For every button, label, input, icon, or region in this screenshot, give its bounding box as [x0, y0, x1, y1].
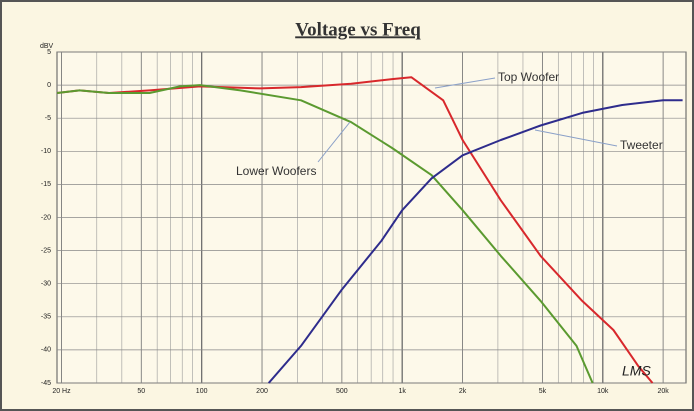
- y-axis-label: dBV: [40, 43, 54, 50]
- series-line: [56, 76, 654, 384]
- annotation-arrow: [434, 77, 496, 89]
- x-tick-label: 200: [256, 388, 268, 395]
- x-tick-label: 500: [336, 388, 348, 395]
- x-tick-label: 20 Hz: [52, 388, 71, 395]
- series-line: [56, 84, 594, 384]
- series-line: [267, 99, 683, 384]
- annotation: Lower Woofers: [236, 164, 316, 178]
- x-tick-label: 50: [137, 388, 145, 395]
- x-tick-label: 1k: [399, 388, 407, 395]
- y-tick-label: -35: [41, 314, 51, 321]
- y-tick-label: -30: [41, 281, 51, 288]
- signature: LMS: [622, 363, 651, 379]
- x-tick-label: 100: [196, 388, 208, 395]
- x-tick-label: 5k: [539, 388, 547, 395]
- chart-title: Voltage vs Freq: [295, 19, 421, 40]
- annotation: Tweeter: [620, 138, 663, 152]
- y-tick-label: 5: [47, 49, 51, 56]
- annotation: Top Woofer: [498, 70, 559, 84]
- y-tick-label: -25: [41, 247, 51, 254]
- y-tick-label: -40: [41, 347, 51, 354]
- y-tick-label: -15: [41, 181, 51, 188]
- x-tick-label: 10k: [597, 388, 609, 395]
- y-tick-label: -20: [41, 214, 51, 221]
- x-tick-label: 20k: [657, 388, 669, 395]
- y-tick-label: 0: [47, 82, 51, 89]
- annotation-arrow: [317, 121, 351, 163]
- y-tick-label: -10: [41, 148, 51, 155]
- y-tick-label: -45: [41, 380, 51, 387]
- annotation-arrow: [534, 129, 618, 147]
- y-tick-label: -5: [45, 115, 51, 122]
- x-tick-label: 2k: [459, 388, 467, 395]
